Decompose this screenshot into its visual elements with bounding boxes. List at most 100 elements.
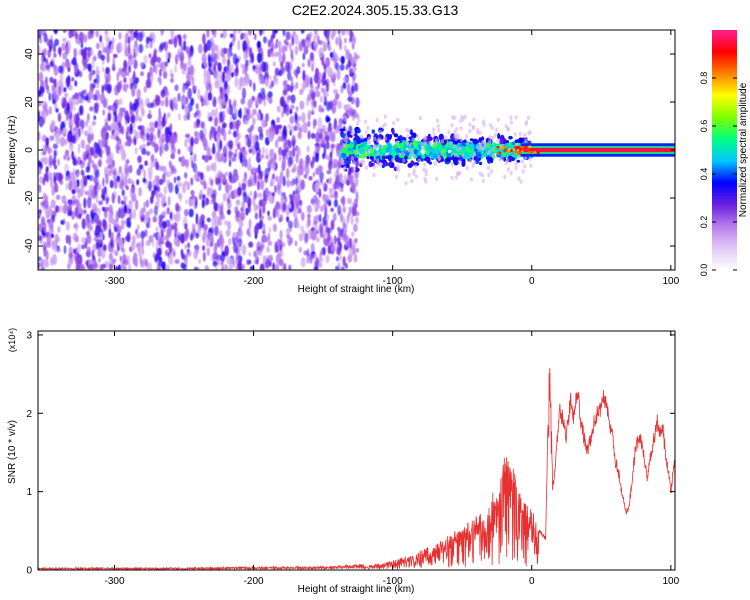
noise-blob <box>228 143 233 151</box>
noise-blob <box>187 88 192 100</box>
noise-blob <box>132 209 136 220</box>
noise-blob <box>223 80 228 90</box>
signal-blob <box>399 142 404 149</box>
noise-blob <box>257 192 263 198</box>
noise-blob <box>277 136 282 142</box>
noise-blob <box>328 160 333 171</box>
noise-blob <box>91 132 94 141</box>
noise-blob <box>115 265 118 270</box>
noise-blob <box>110 247 115 253</box>
noise-blob <box>195 175 199 181</box>
noise-blob <box>281 110 285 118</box>
signal-halo <box>456 147 460 152</box>
noise-blob <box>232 30 237 35</box>
noise-blob <box>153 134 157 142</box>
noise-blob <box>213 161 217 173</box>
noise-blob <box>259 219 264 230</box>
noise-blob <box>326 199 332 206</box>
noise-blob <box>242 192 247 203</box>
signal-halo <box>432 131 436 136</box>
noise-blob <box>276 105 281 113</box>
noise-blob <box>93 102 98 113</box>
noise-blob <box>276 116 280 124</box>
noise-blob <box>104 122 109 132</box>
noise-blob <box>257 97 263 105</box>
noise-blob <box>116 138 122 146</box>
noise-blob <box>255 250 261 256</box>
noise-blob <box>105 131 109 140</box>
noise-blob <box>299 100 305 110</box>
signal-halo <box>529 163 533 168</box>
noise-blob <box>40 258 45 266</box>
noise-blob <box>118 32 122 40</box>
noise-blob <box>335 180 340 190</box>
noise-blob <box>145 44 149 49</box>
noise-blob <box>329 100 333 110</box>
noise-blob <box>242 88 246 98</box>
noise-blob <box>55 194 61 201</box>
noise-blob <box>204 154 209 163</box>
noise-blob <box>112 258 117 264</box>
noise-blob <box>337 30 341 35</box>
noise-blob <box>274 30 278 34</box>
noise-blob <box>106 53 110 64</box>
noise-blob <box>89 70 95 76</box>
signal-blob <box>442 153 447 159</box>
noise-blob <box>140 61 144 68</box>
noise-blob <box>53 43 56 54</box>
noise-blob <box>214 44 219 52</box>
noise-blob <box>72 129 76 136</box>
noise-blob <box>300 225 305 233</box>
noise-blob <box>282 125 287 136</box>
noise-blob <box>38 44 41 56</box>
x-tick-label: -300 <box>104 576 124 587</box>
noise-blob <box>177 113 181 121</box>
noise-blob <box>38 71 44 83</box>
noise-blob <box>147 166 153 176</box>
noise-blob <box>134 128 137 139</box>
noise-blob <box>220 153 224 161</box>
noise-blob <box>68 111 73 121</box>
signal-halo <box>453 129 457 135</box>
noise-blob <box>62 127 68 135</box>
signal-blob <box>499 138 504 145</box>
noise-blob <box>320 178 323 184</box>
signal-halo <box>450 123 454 128</box>
noise-blob <box>101 149 105 154</box>
noise-blob <box>341 195 346 207</box>
noise-blob <box>265 128 269 137</box>
x-tick-label: 100 <box>662 576 679 587</box>
noise-blob <box>307 120 311 127</box>
noise-blob <box>101 138 105 148</box>
signal-halo <box>447 130 451 135</box>
noise-blob <box>45 208 51 218</box>
noise-blob <box>73 106 76 112</box>
noise-blob <box>290 82 295 90</box>
noise-blob <box>349 237 352 249</box>
noise-blob <box>158 192 163 198</box>
signal-halo <box>465 134 469 139</box>
noise-blob <box>297 208 302 214</box>
signal-halo <box>417 158 421 163</box>
noise-blob <box>209 130 212 141</box>
noise-blob <box>208 242 214 248</box>
noise-blob <box>326 33 330 42</box>
noise-blob <box>215 73 220 86</box>
noise-blob <box>320 247 325 256</box>
noise-blob <box>82 48 87 61</box>
noise-blob <box>202 100 207 106</box>
noise-blob <box>141 147 147 155</box>
noise-blob <box>98 146 101 157</box>
noise-blob <box>50 199 56 209</box>
noise-blob <box>255 64 259 75</box>
noise-blob <box>253 190 257 200</box>
noise-blob <box>211 48 215 58</box>
noise-blob <box>57 112 62 123</box>
noise-blob <box>332 49 336 61</box>
noise-blob <box>116 81 122 93</box>
snr-y-multiplier: (x10⁴) <box>7 328 17 352</box>
noise-blob <box>119 208 125 219</box>
noise-blob <box>187 102 193 112</box>
noise-blob <box>344 262 348 269</box>
noise-blob <box>355 54 360 60</box>
